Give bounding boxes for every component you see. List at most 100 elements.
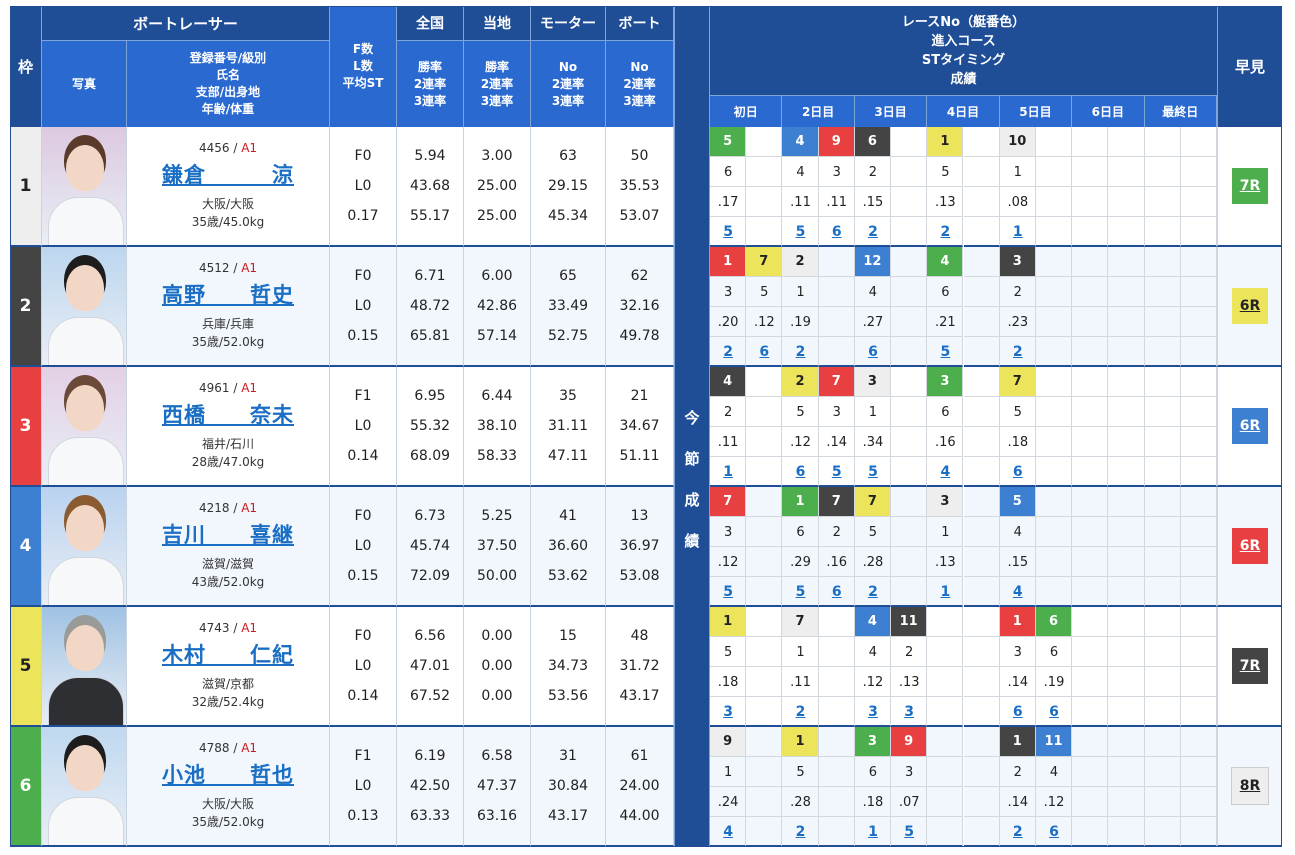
l-count: L0 [354,778,372,794]
race-result: 2 [782,337,818,367]
race-result-link[interactable]: 5 [795,224,806,240]
race-result-link[interactable]: 4 [1012,584,1023,600]
racer-name-link[interactable]: 木村 仁紀 [162,643,294,667]
hayami-race-link[interactable]: 6R [1232,288,1268,324]
race-number-badge: 1 [782,727,819,757]
hayami-race-link[interactable]: 7R [1232,648,1268,684]
series-grid-cell [1180,157,1217,187]
race-result-link[interactable]: 1 [868,824,878,840]
race-result-link[interactable]: 5 [904,824,915,840]
race-result-link[interactable]: 6 [795,464,806,480]
race-result-link[interactable]: 3 [868,704,878,720]
series-grid-cell [927,757,964,787]
series-grid-cell [927,697,964,727]
motor-stat-0: 15 [559,628,577,644]
series-grid-cell [963,247,1000,277]
series-grid-cell [746,487,783,517]
racer-photo[interactable] [42,247,127,367]
race-result-link[interactable]: 6 [1049,824,1059,840]
st-timing: .24 [717,794,739,810]
branch-birthplace: 大阪/大阪 [201,197,255,211]
race-result-link[interactable]: 6 [1012,704,1023,720]
hayami-cell: 6R [1217,487,1282,607]
racer-photo[interactable] [42,127,127,247]
race-number-badge: 1 [782,487,819,517]
national-stat-2: 63.33 [409,808,451,824]
race-result-link[interactable]: 6 [831,584,842,600]
race-result-link[interactable]: 1 [723,464,733,480]
racer-name-link[interactable]: 鎌倉 涼 [162,163,294,187]
st-timing: .18 [717,674,739,690]
racer-photo[interactable] [42,607,127,727]
race-result-link[interactable]: 2 [940,224,951,240]
racer-photo[interactable] [42,367,127,487]
st-timing: .20 [717,314,739,330]
local-stat-2: 25.00 [476,208,518,224]
race-result-link[interactable]: 2 [1012,344,1023,360]
racer-name-link[interactable]: 西橋 奈未 [162,403,294,427]
race-result-link[interactable]: 2 [868,224,878,240]
race-result-link[interactable]: 4 [723,824,733,840]
registration: 4218 / A1 [199,501,257,515]
race-result-link[interactable]: 5 [795,584,806,600]
hayami-race-link[interactable]: 6R [1232,528,1268,564]
series-grid-cell [891,637,928,667]
series-grid-cell [1180,277,1217,307]
race-result: 3 [710,697,746,727]
hayami-race-link[interactable]: 7R [1232,168,1268,204]
race-result-link[interactable]: 5 [868,464,878,480]
race-result-link[interactable]: 4 [940,464,951,480]
series-grid-cell [891,217,928,247]
race-result: 2 [855,217,891,247]
series-grid-cell [1180,817,1217,847]
race-result-link[interactable]: 3 [904,704,915,720]
st-timing: .11 [717,434,739,450]
racer-photo[interactable] [42,487,127,607]
local-stat-0: 0.00 [481,628,513,644]
race-result-link[interactable]: 2 [1012,824,1023,840]
race-result-link[interactable]: 2 [723,344,733,360]
race-result-link[interactable]: 5 [723,224,733,240]
race-result-link[interactable]: 3 [723,704,733,720]
boat-stat-0: 50 [630,148,649,164]
race-result-link[interactable]: 2 [795,344,806,360]
racer-jacket [48,557,124,605]
race-result-link[interactable]: 2 [868,584,878,600]
average-st: 0.13 [347,808,379,824]
series-grid-cell [710,577,747,607]
series-grid-cell [746,337,783,367]
series-grid-cell [854,457,892,487]
race-result-link[interactable]: 6 [831,224,842,240]
f-l-st: F0 L0 0.17 [330,127,397,247]
racer-photo[interactable] [42,727,127,847]
race-result-link[interactable]: 1 [1012,224,1023,240]
race-result-link[interactable]: 6 [868,344,878,360]
race-result-link[interactable]: 5 [831,464,842,480]
entry-course: 3 [905,764,914,780]
racer-jacket [48,797,124,845]
race-result-link[interactable]: 5 [940,344,951,360]
registration: 4456 / A1 [199,141,257,155]
race-result-link[interactable]: 2 [795,704,806,720]
hayami-race-link[interactable]: 8R [1231,767,1269,805]
local-stat-0: 6.58 [481,748,513,764]
series-grid-cell [746,517,783,547]
racer-face [66,505,104,551]
race-result-link[interactable]: 6 [1049,704,1059,720]
series-grid-cell [927,727,964,757]
national-stat-1: 45.74 [409,538,451,554]
race-result-link[interactable]: 6 [1012,464,1023,480]
series-grid-cell [1072,397,1109,427]
race-result-link[interactable]: 6 [759,344,770,360]
racer-name-link[interactable]: 吉川 喜継 [162,523,294,547]
race-result-link[interactable]: 2 [795,824,806,840]
race-result-link[interactable]: 5 [723,584,733,600]
race-number-badge: 1 [927,127,964,157]
racer-name-link[interactable]: 小池 哲也 [162,763,294,787]
national-stat-0: 6.73 [414,508,446,524]
hayami-race-link[interactable]: 6R [1232,408,1268,444]
series-grid-cell [746,667,783,697]
race-result-link[interactable]: 1 [940,584,951,600]
racer-name-link[interactable]: 高野 哲史 [162,283,294,307]
racer-class: A1 [241,621,258,635]
